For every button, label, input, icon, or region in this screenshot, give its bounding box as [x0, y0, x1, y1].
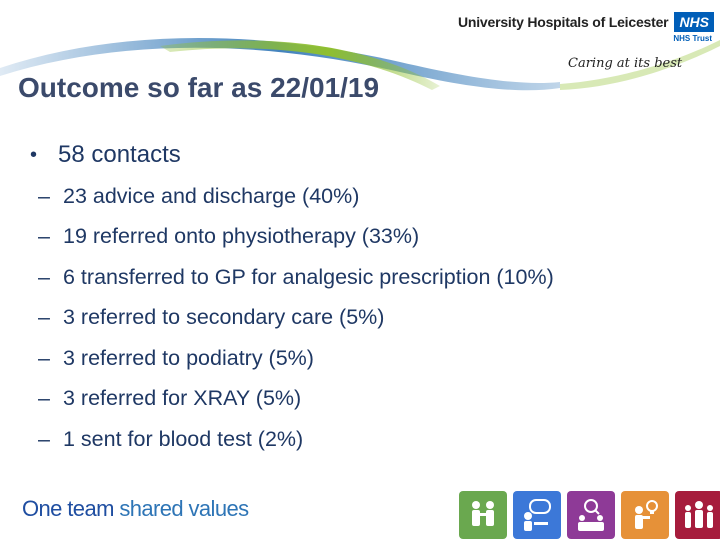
header-swoosh: [0, 37, 720, 91]
sub-bullet: –23 advice and discharge (40%): [30, 176, 710, 217]
organisation-name: University Hospitals of Leicester: [457, 14, 669, 30]
dash-icon: –: [38, 183, 50, 208]
dash-icon: –: [38, 386, 50, 411]
footer-slogan: One team shared values: [22, 496, 249, 522]
person-speech-icon: [513, 491, 561, 539]
sub-bullet-list: –23 advice and discharge (40%) –19 refer…: [30, 176, 710, 460]
slide-title: Outcome so far as 22/01/19: [18, 72, 380, 103]
sub-bullet-text: 3 referred to podiatry (5%): [63, 345, 314, 370]
team-people-icon: [459, 491, 507, 539]
dash-icon: –: [38, 224, 50, 249]
footer-slogan-part1: One team: [22, 496, 120, 521]
dash-icon: –: [38, 264, 50, 289]
nhs-badge: NHS: [674, 12, 714, 32]
values-icons: [459, 491, 720, 539]
bullet-dot-icon: •: [30, 143, 38, 166]
organisation-logo: University Hospitals of Leicester NHS NH…: [458, 12, 714, 43]
sub-bullet: –3 referred for XRAY (5%): [30, 379, 710, 420]
sub-bullet: –3 referred to podiatry (5%): [30, 338, 710, 379]
group-people-icon: [675, 491, 720, 539]
person-idea-icon: [621, 491, 669, 539]
sub-bullet-text: 6 transferred to GP for analgesic prescr…: [63, 264, 554, 289]
sub-bullet-text: 19 referred onto physiotherapy (33%): [63, 224, 420, 249]
sub-bullet-text: 3 referred to secondary care (5%): [63, 305, 385, 330]
sub-bullet: –19 referred onto physiotherapy (33%): [30, 217, 710, 258]
footer-slogan-part2: shared values: [119, 496, 249, 521]
dash-icon: –: [38, 305, 50, 330]
sub-bullet: –6 transferred to GP for analgesic presc…: [30, 257, 710, 298]
slide-content: • 58 contacts –23 advice and discharge (…: [30, 138, 710, 460]
nhs-trust-label: NHS Trust: [673, 34, 712, 43]
sub-bullet: –3 referred to secondary care (5%): [30, 298, 710, 339]
person-magnifier-icon: [567, 491, 615, 539]
main-bullet: • 58 contacts: [30, 138, 710, 172]
tagline: Caring at its best: [568, 56, 683, 71]
dash-icon: –: [38, 345, 50, 370]
main-bullet-text: 58 contacts: [58, 141, 181, 168]
sub-bullet: –1 sent for blood test (2%): [30, 419, 710, 460]
dash-icon: –: [38, 426, 50, 451]
sub-bullet-text: 23 advice and discharge (40%): [63, 183, 360, 208]
sub-bullet-text: 1 sent for blood test (2%): [63, 426, 304, 451]
sub-bullet-text: 3 referred for XRAY (5%): [63, 386, 302, 411]
